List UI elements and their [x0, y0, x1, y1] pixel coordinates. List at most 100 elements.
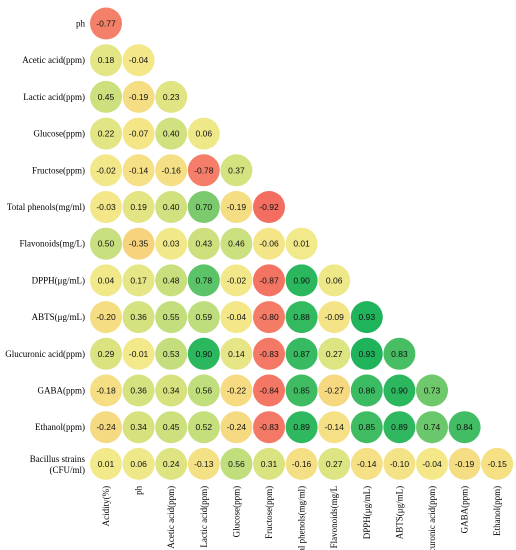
- correlation-value: 0.78: [196, 275, 213, 285]
- correlation-cell: [90, 154, 122, 187]
- correlation-value: 0.50: [98, 239, 115, 249]
- correlation-value: 0.24: [163, 459, 180, 469]
- correlation-value: 0.85: [359, 422, 376, 432]
- correlation-value: -0.04: [129, 55, 149, 65]
- correlation-cell: [220, 227, 253, 260]
- column-label: Flavonoids(mg/L: [329, 486, 339, 549]
- correlation-cell: [253, 374, 285, 407]
- column-label: Ethanol(ppm): [492, 486, 502, 536]
- correlation-value: 0.89: [293, 422, 310, 432]
- correlation-cell: [155, 264, 188, 297]
- correlation-value: 0.84: [456, 422, 473, 432]
- row-label: Glucuronic acid(ppm): [5, 349, 85, 359]
- row-label: Ethanol(ppm): [35, 422, 85, 432]
- correlation-value: -0.19: [455, 459, 475, 469]
- column-label: DPPH(μg/mL): [362, 486, 372, 539]
- row-label: ph: [76, 19, 86, 29]
- correlation-cell: [350, 447, 383, 480]
- correlation-cell: [383, 447, 416, 480]
- correlation-cell: [318, 374, 351, 407]
- column-label: Lactic acid(ppm): [199, 486, 209, 548]
- correlation-value: 0.56: [228, 459, 245, 469]
- correlation-cell: [122, 154, 155, 187]
- correlation-value: -0.19: [129, 92, 149, 102]
- correlation-value: -0.24: [227, 422, 247, 432]
- correlation-value: 0.31: [261, 459, 278, 469]
- correlation-value: -0.16: [162, 165, 182, 175]
- correlation-value: 0.37: [228, 165, 245, 175]
- column-label: Acetic acid(ppm): [166, 486, 176, 549]
- correlation-cell: [122, 44, 155, 77]
- correlation-value: 0.36: [130, 312, 147, 322]
- correlation-cell: [155, 154, 188, 187]
- correlation-value: -0.03: [96, 202, 116, 212]
- correlation-value: 0.55: [163, 312, 180, 322]
- correlation-cell: [90, 80, 122, 113]
- correlation-cell: [253, 411, 285, 444]
- correlation-cell: [350, 374, 383, 407]
- correlation-value: -0.16: [292, 459, 312, 469]
- correlation-cell: [285, 264, 318, 297]
- row-label: Fructose(ppm): [32, 165, 85, 175]
- column-labels: Acidity(%) ph Acetic acid(ppm) Lactic acid(…: [101, 485, 502, 550]
- correlation-value: 0.90: [196, 349, 213, 359]
- correlation-value: -0.78: [194, 165, 214, 175]
- correlation-cell: [122, 301, 155, 334]
- correlation-value: 0.01: [98, 459, 115, 469]
- correlation-cell: [416, 374, 448, 407]
- correlation-value: 0.03: [163, 239, 180, 249]
- correlation-cell: [220, 191, 253, 223]
- correlation-value: 0.86: [359, 386, 376, 396]
- correlation-value: -0.77: [96, 19, 116, 29]
- row-label: GABA(ppm): [38, 386, 86, 396]
- correlation-value: -0.24: [96, 422, 116, 432]
- correlation-cell: [122, 337, 155, 370]
- column-label: Acidity(%): [101, 486, 111, 527]
- correlation-cell: [285, 411, 318, 444]
- correlation-cell: [253, 227, 285, 260]
- correlation-value: -0.09: [325, 312, 345, 322]
- column-label: ph: [134, 485, 144, 495]
- correlation-cell: [187, 191, 220, 223]
- correlation-cell: [383, 411, 416, 444]
- correlation-value: 0.48: [163, 275, 180, 285]
- correlation-value: 0.90: [391, 386, 408, 396]
- correlation-cell: [253, 301, 285, 334]
- correlation-value: 0.45: [98, 92, 115, 102]
- correlation-value: -0.14: [357, 459, 377, 469]
- correlation-value: 0.29: [98, 349, 115, 359]
- column-label: Glucuronic acid(ppm): [427, 486, 437, 550]
- correlation-cell: [187, 154, 220, 187]
- correlation-value: 0.45: [163, 422, 180, 432]
- correlation-value: 0.40: [163, 129, 180, 139]
- correlation-value: 0.01: [293, 239, 310, 249]
- correlation-value: 0.34: [163, 386, 180, 396]
- correlation-cell: [285, 447, 318, 480]
- correlation-value: -0.13: [194, 459, 214, 469]
- correlation-cell: [448, 447, 481, 480]
- correlation-cell: [90, 7, 122, 40]
- correlation-cell: [318, 411, 351, 444]
- correlation-cell: [122, 374, 155, 407]
- correlation-cell: [187, 447, 220, 480]
- correlation-value: 0.19: [130, 202, 147, 212]
- correlation-value: 0.18: [98, 55, 115, 65]
- column-label: GABA(ppm): [460, 486, 470, 534]
- correlation-value: 0.06: [196, 129, 213, 139]
- correlation-value: 0.53: [163, 349, 180, 359]
- correlation-cell: [90, 337, 122, 370]
- correlation-cell: [155, 411, 188, 444]
- correlation-cell: [253, 337, 285, 370]
- correlation-value: -0.02: [96, 165, 116, 175]
- correlation-cell: [155, 227, 188, 260]
- row-label: Total phenols(mg/ml): [7, 202, 85, 212]
- correlation-value: -0.80: [259, 312, 279, 322]
- correlation-cell: [285, 227, 318, 260]
- correlation-cell: [122, 411, 155, 444]
- correlation-cell: [90, 264, 122, 297]
- correlation-value: -0.02: [227, 275, 247, 285]
- correlation-cell: [90, 447, 122, 480]
- correlation-cell: [253, 264, 285, 297]
- correlation-cell: [187, 301, 220, 334]
- correlation-cell: [122, 80, 155, 113]
